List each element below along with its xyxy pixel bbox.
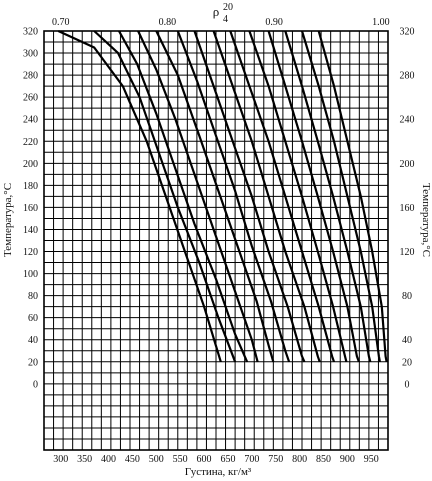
y-tick-label-left: 300: [23, 49, 38, 60]
series-line: [248, 30, 348, 363]
x-tick-label: 850: [316, 454, 331, 465]
x-tick-label: 700: [244, 454, 259, 465]
y-tick-label-right: 20: [402, 357, 412, 368]
x-tick-label: 950: [364, 454, 379, 465]
y-tick-label-right: 120: [400, 247, 415, 258]
y-tick-label-left: 140: [23, 225, 38, 236]
series-line: [118, 30, 249, 363]
x-tick-label: 800: [292, 454, 307, 465]
y-tick-label-left: 260: [23, 93, 38, 104]
y-tick-label-right: 80: [402, 291, 412, 302]
y-tick-label-left: 180: [23, 181, 38, 192]
chart-ticks-group: 300 350 400 450 500 550 600 650 700 750 800 850 900 9…: [23, 17, 415, 465]
series-line: [317, 30, 388, 362]
y-tick-label-left: 60: [28, 313, 38, 324]
y-tick-label-right: 40: [402, 335, 412, 346]
y-tick-label-left: 280: [23, 71, 38, 82]
rho-subscript: 4: [223, 14, 228, 25]
y-tick-label-right: 160: [400, 203, 415, 214]
y-tick-label-left: 0: [33, 379, 38, 390]
series-line: [93, 30, 237, 363]
x-tick-label: 350: [77, 454, 92, 465]
y-tick-label-left: 160: [23, 203, 38, 214]
x-tick-label: 650: [220, 454, 235, 465]
series-line: [267, 30, 360, 363]
y-tick-label-left: 40: [28, 335, 38, 346]
series-line: [300, 30, 381, 362]
top-axis-title: ρ 20 4: [213, 2, 233, 25]
top-tick-label: 0.70: [52, 17, 70, 28]
x-tick-label: 750: [268, 454, 283, 465]
y-tick-label-left: 100: [23, 269, 38, 280]
series-line: [212, 30, 321, 363]
chart-grid: [43, 30, 389, 451]
y-tick-label-left: 200: [23, 159, 38, 170]
x-tick-label: 300: [53, 454, 68, 465]
x-tick-label: 600: [197, 454, 212, 465]
y-tick-label-right: 320: [400, 27, 415, 38]
x-tick-label: 900: [340, 454, 355, 465]
y-axis-title-right: Температура,°С: [420, 183, 432, 257]
y-tick-label-left: 320: [23, 27, 38, 38]
y-tick-label-right: 240: [400, 115, 415, 126]
y-tick-label-right: 0: [405, 379, 410, 390]
top-tick-label: 0.90: [265, 17, 283, 28]
y-tick-label-left: 20: [28, 357, 38, 368]
top-tick-label: 1.00: [372, 17, 390, 28]
y-tick-label-left: 120: [23, 247, 38, 258]
series-line: [57, 30, 222, 363]
series-line: [137, 30, 259, 363]
chart-series-group: [57, 30, 388, 363]
y-tick-label-right: 280: [400, 71, 415, 82]
x-tick-label: 550: [173, 454, 188, 465]
x-tick-label: 500: [149, 454, 164, 465]
y-tick-label-left: 220: [23, 137, 38, 148]
x-tick-label: 400: [101, 454, 116, 465]
y-tick-label-left: 80: [28, 291, 38, 302]
series-line: [155, 30, 275, 363]
x-axis-title: Густина, кг/м³: [185, 466, 252, 478]
series-line: [193, 30, 306, 363]
series-line: [284, 30, 372, 363]
y-tick-label-left: 240: [23, 115, 38, 126]
series-line: [176, 30, 291, 363]
top-tick-label: 0.80: [159, 17, 177, 28]
x-tick-label: 450: [125, 454, 140, 465]
rho-symbol: ρ: [213, 4, 220, 19]
rho-superscript: 20: [223, 2, 233, 13]
y-axis-title-left: Температура,°С: [2, 183, 14, 257]
series-line: [229, 30, 336, 363]
y-tick-label-right: 200: [400, 159, 415, 170]
